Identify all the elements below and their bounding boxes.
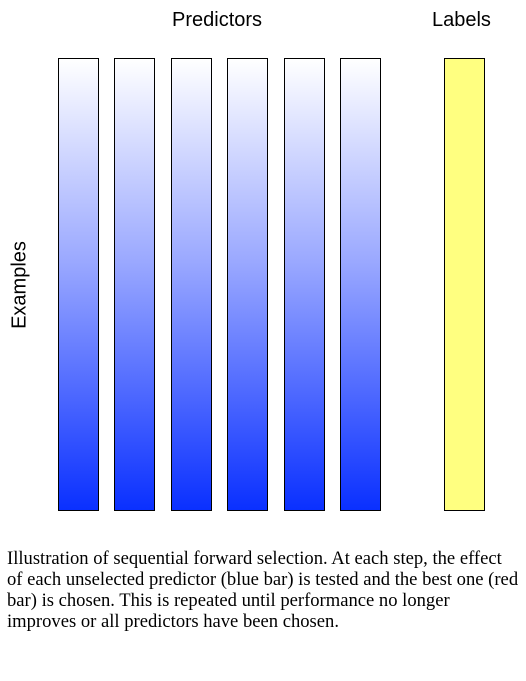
- predictor-bar: [284, 58, 325, 511]
- predictor-bar: [58, 58, 99, 511]
- figure-caption: Illustration of sequential forward selec…: [7, 548, 519, 632]
- predictor-bar: [227, 58, 268, 511]
- predictor-bar: [340, 58, 381, 511]
- label-bar: [444, 58, 485, 511]
- labels-heading: Labels: [432, 9, 491, 31]
- predictor-bar: [171, 58, 212, 511]
- predictors-heading: Predictors: [172, 9, 263, 31]
- examples-axis-label: Examples: [8, 241, 31, 329]
- predictor-bar: [114, 58, 155, 511]
